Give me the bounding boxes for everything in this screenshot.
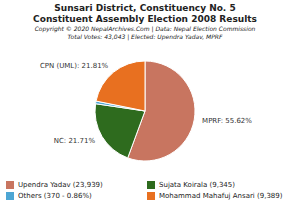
html-text:Mohammad Mahafuj Ansari (9,389: Mohammad Mahafuj Ansari (9,389) — [159, 192, 283, 200]
html-text:Upendra Yadav (23,939): Upendra Yadav (23,939) — [18, 181, 103, 189]
html-text:Sujata Koirala (9,345): Sujata Koirala (9,345) — [159, 181, 235, 189]
html-text:Sunsari District, Constituency: Sunsari District, Constituency No. 5 — [54, 3, 236, 13]
html-text:Constituent Assembly Election: Constituent Assembly Election 2008 Resul… — [33, 14, 257, 24]
svg-text:MPRF: 55.62%: MPRF: 55.62% — [202, 117, 252, 125]
html-text:Copyright © 2020 NepalArchives: Copyright © 2020 NepalArchives.Com | Dat… — [34, 25, 256, 32]
svg-text:NC: 21.71%: NC: 21.71% — [54, 137, 96, 145]
html-text:Total Votes: 43,043 | Elected:: Total Votes: 43,043 | Elected: Upendra Y… — [67, 33, 223, 40]
html-text:Others (370 - 0.86%): Others (370 - 0.86%) — [18, 192, 92, 200]
svg-text:CPN (UML): 21.81%: CPN (UML): 21.81% — [40, 62, 109, 70]
